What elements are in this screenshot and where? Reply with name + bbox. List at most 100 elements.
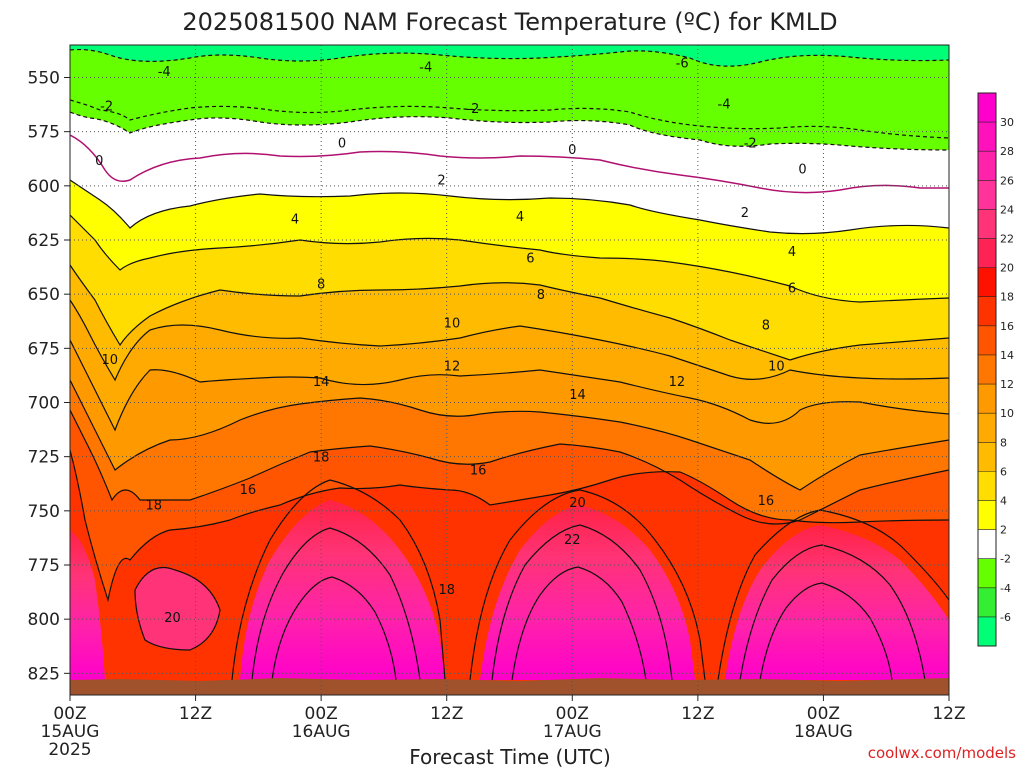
contour-18-day2 [231,479,446,681]
x-tick-label: 12Z [681,704,714,724]
contour-label: 0 [338,137,346,152]
colorbar-label: 10 [1000,407,1014,420]
colorbar-label: 20 [1000,262,1014,275]
colorbar-swatch [978,325,996,356]
plot-frame [69,44,950,696]
contour-lines [70,48,949,681]
colorbar-swatch [978,616,996,647]
colorbar-swatch [978,558,996,589]
y-axis: 550 575 600 625 650 675 700 725 750 775 800 825 [28,69,70,684]
contour-18-day4 [717,509,949,681]
gridlines [70,45,949,695]
colorbar-swatch [978,500,996,531]
contour-label: 6 [526,251,534,266]
contour-label: 4 [291,212,299,227]
colorbar-label: 24 [1000,203,1014,216]
contour-label: 8 [537,288,545,303]
contour-4 [70,214,949,303]
contour-minus4 [70,111,949,151]
contour-label: 16 [240,483,257,498]
contour-label: 2 [437,173,445,188]
x-tick-label: 12Z [430,704,463,724]
y-tick-label: 650 [28,285,60,305]
warm-blob-day4 [725,525,949,680]
band-14 [70,410,949,600]
colorbar-label: -6 [1000,611,1011,624]
contour-label: 14 [313,375,330,390]
colorbar-swatch [978,384,996,414]
contour-20-day4 [739,544,926,681]
contour-label: -2 [100,100,113,115]
contour-12 [70,379,949,491]
colorbar-label: 28 [1000,145,1014,158]
colorbar-swatch [978,442,996,472]
contour-blob-day1 [134,566,221,651]
warm-blob-day2 [240,500,445,680]
contour-label: 4 [516,210,524,225]
colorbar-label: 30 [1000,116,1014,129]
contour-label: 18 [145,498,162,513]
contour-2 [70,179,949,235]
colorbar-label: 2 [1000,524,1007,537]
band-12 [70,380,949,524]
colorbar-label: 4 [1000,494,1007,507]
warm-blob-day1-right [135,567,220,650]
contour-20-day2 [251,527,421,681]
contour-label: 8 [317,277,325,292]
x-tick-date: 16AUG [292,722,351,742]
colorbar-label: 14 [1000,349,1014,362]
contour-label: 12 [669,375,686,390]
x-tick-label: 00Z [807,704,840,724]
contour-label: 16 [470,464,487,479]
y-tick-label: 625 [28,231,60,251]
colorbar-swatch [978,413,996,443]
y-tick-label: 700 [28,394,60,414]
band-8 [70,300,949,430]
contour-label: -4 [718,98,731,113]
contour-20-day3 [491,524,673,681]
y-tick-label: 825 [28,664,60,684]
contour-label: -4 [419,61,432,76]
contour-label: 10 [768,360,785,375]
contour-label: -2 [466,102,479,117]
contour-label: 10 [444,316,461,331]
colorbar-label: 6 [1000,465,1007,478]
colorbar-label: 12 [1000,378,1014,391]
y-tick-label: 550 [28,69,60,89]
x-tick-label: 12Z [179,704,212,724]
colorbar-swatch [978,93,996,123]
contour-label: 22 [564,533,581,548]
band-4 [70,215,949,360]
colorbar-frame [977,92,997,647]
contour-22-day3 [511,566,647,681]
contour-6 [70,264,949,361]
y-tick-label: 575 [28,123,60,143]
colorbar-label: 26 [1000,174,1014,187]
colorbar-label: 22 [1000,233,1014,246]
y-tick-label: 725 [28,448,60,468]
x-tick-label: 12Z [932,704,965,724]
band-minus2 [70,112,949,234]
x-tick-date: 18AUG [794,722,853,742]
colorbar-swatch [978,267,996,298]
x-tick-date: 15AUG [41,722,100,742]
contour-minus2 [70,99,949,139]
contour-10 [70,339,949,432]
warm-blob-day3 [480,505,695,680]
contour-label: 0 [798,163,806,178]
contour-8 [70,299,949,382]
colorbar-swatch [978,354,996,385]
contour-label: 10 [101,353,118,368]
x-tick-label: 00Z [53,704,86,724]
colorbar-swatch [978,209,996,240]
contour-minus6 [70,48,949,67]
y-tick-label: 675 [28,339,60,359]
y-tick-label: 750 [28,502,60,522]
credit-text: coolwx.com/models [868,744,1016,762]
terrain-ground [70,678,949,695]
x-tick-label: 00Z [305,704,338,724]
